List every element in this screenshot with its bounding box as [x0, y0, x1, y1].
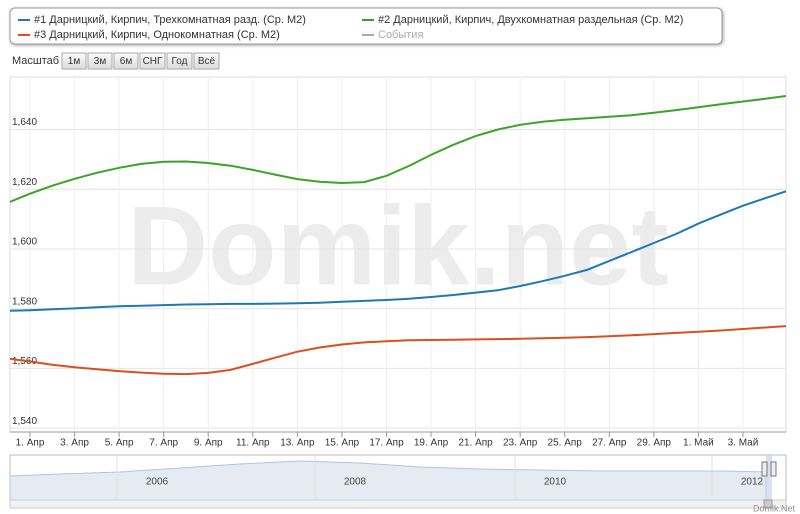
navigator-selection — [766, 455, 772, 500]
x-tick-label: 9. Апр — [194, 438, 223, 449]
y-tick-label: 1,620 — [12, 177, 37, 188]
legend-label: События — [378, 29, 423, 41]
scrollbar[interactable] — [9, 499, 787, 509]
grid — [10, 77, 786, 432]
navigator-handle[interactable] — [770, 461, 777, 477]
y-tick-label: 1,580 — [12, 296, 37, 307]
y-tick-label: 1,540 — [12, 416, 37, 427]
x-tick-label: 21. Апр — [458, 438, 493, 449]
range-button[interactable] — [61, 52, 87, 70]
x-tick-label: 3. Май — [728, 438, 759, 449]
x-tick-label: 25. Апр — [548, 438, 583, 449]
range-button[interactable] — [193, 52, 220, 70]
legend-box — [9, 7, 723, 45]
x-tick-label: 15. Апр — [325, 438, 360, 449]
x-tick-label: 19. Апр — [414, 438, 449, 449]
navigator-handle[interactable] — [761, 461, 768, 477]
range-button[interactable] — [113, 52, 139, 70]
range-button-label: Всё — [198, 56, 216, 67]
x-tick-label: 5. Апр — [105, 438, 134, 449]
x-tick-label: 1. Май — [683, 438, 714, 449]
x-tick-label: 3. Апр — [60, 438, 89, 449]
x-tick-label: 29. Апр — [637, 438, 672, 449]
legend-label: #2 Дарницкий, Кирпич, Двухкомнатная разд… — [378, 14, 683, 26]
range-button-label: 1м — [68, 56, 81, 67]
scrollbar-thumb[interactable] — [763, 499, 773, 509]
legend-label: #3 Дарницкий, Кирпич, Однокомнатная (Ср.… — [34, 29, 280, 41]
x-tick-label: 23. Апр — [503, 438, 538, 449]
navigator-label: 2010 — [544, 477, 567, 488]
range-button-label: 6м — [120, 56, 133, 67]
x-tick-label: 11. Апр — [236, 438, 270, 449]
y-tick-label: 1,640 — [12, 117, 37, 128]
x-tick-label: 1. Апр — [16, 438, 45, 449]
range-button-label: СНГ — [143, 56, 163, 67]
navigator-label: 2012 — [741, 477, 764, 488]
series-line — [10, 94, 786, 203]
credits: Domik.Net — [753, 503, 796, 513]
range-button[interactable] — [139, 52, 166, 70]
series-line — [10, 190, 786, 312]
x-tick-label: 27. Апр — [592, 438, 627, 449]
legend-label: #1 Дарницкий, Кирпич, Трехкомнатная разд… — [34, 14, 306, 26]
navigator-label: 2008 — [344, 477, 367, 488]
x-tick-label: 17. Апр — [369, 438, 404, 449]
range-button-label: 3м — [94, 56, 107, 67]
series-line — [10, 325, 786, 376]
navigator: 2006 2008 2010 2012 — [9, 454, 787, 509]
range-button-label: Год — [172, 56, 188, 67]
navigator-label: 2006 — [146, 477, 169, 488]
watermark: Domik.net — [127, 184, 668, 309]
x-tick-label: 7. Апр — [149, 438, 178, 449]
range-button[interactable] — [166, 52, 193, 70]
navigator-area — [9, 460, 767, 501]
x-tick-label: 13. Апр — [280, 438, 315, 449]
range-button[interactable] — [87, 52, 113, 70]
y-tick-label: 1,600 — [12, 237, 37, 248]
range-label: Масштаб — [12, 55, 59, 67]
